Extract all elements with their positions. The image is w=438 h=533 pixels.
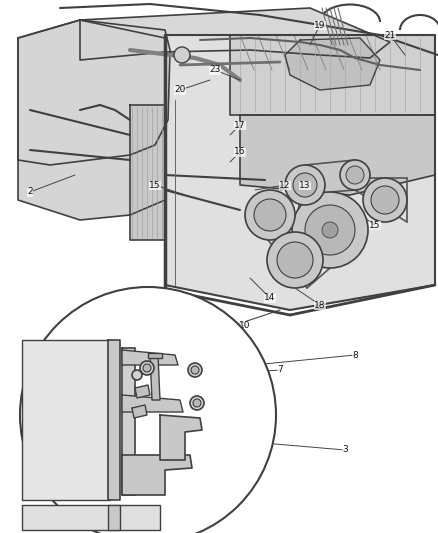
Text: 14: 14 — [264, 294, 276, 303]
Polygon shape — [135, 385, 150, 398]
Text: 3: 3 — [342, 446, 348, 455]
Polygon shape — [18, 20, 165, 220]
Circle shape — [254, 199, 286, 231]
Bar — [22, 505, 160, 530]
Circle shape — [305, 205, 355, 255]
Text: 7: 7 — [277, 366, 283, 375]
Text: 10: 10 — [239, 320, 251, 329]
Circle shape — [346, 166, 364, 184]
Polygon shape — [18, 20, 170, 165]
Circle shape — [322, 222, 338, 238]
Text: 21: 21 — [384, 30, 396, 39]
Text: 15: 15 — [369, 221, 381, 230]
Text: 17: 17 — [234, 120, 246, 130]
Text: 4: 4 — [212, 511, 218, 520]
Circle shape — [371, 186, 399, 214]
Polygon shape — [122, 455, 192, 495]
Circle shape — [245, 190, 295, 240]
Circle shape — [340, 160, 370, 190]
Polygon shape — [240, 115, 435, 195]
Bar — [22, 340, 110, 500]
Circle shape — [20, 287, 276, 533]
Text: 19: 19 — [314, 20, 326, 29]
Circle shape — [267, 232, 323, 288]
Text: 11: 11 — [209, 320, 221, 329]
Circle shape — [293, 173, 317, 197]
Circle shape — [140, 361, 154, 375]
Polygon shape — [132, 405, 147, 418]
Circle shape — [292, 192, 368, 268]
Text: 23: 23 — [209, 66, 221, 75]
Circle shape — [143, 364, 151, 372]
Circle shape — [132, 370, 142, 380]
Text: 12: 12 — [279, 181, 291, 190]
Polygon shape — [122, 395, 183, 412]
Circle shape — [174, 47, 190, 63]
Circle shape — [190, 396, 204, 410]
Text: 15: 15 — [149, 181, 161, 190]
Polygon shape — [165, 35, 435, 310]
Text: 2: 2 — [27, 188, 33, 197]
Text: 1: 1 — [218, 328, 224, 337]
Polygon shape — [160, 415, 202, 460]
Circle shape — [188, 363, 202, 377]
Polygon shape — [150, 355, 160, 400]
Polygon shape — [230, 35, 435, 115]
Circle shape — [193, 399, 201, 407]
Polygon shape — [285, 38, 380, 90]
Text: 6: 6 — [207, 410, 213, 419]
Circle shape — [285, 165, 325, 205]
Text: 9: 9 — [172, 320, 178, 329]
Polygon shape — [108, 340, 120, 500]
Polygon shape — [122, 348, 135, 495]
Circle shape — [191, 366, 199, 374]
Circle shape — [277, 242, 313, 278]
Text: 16: 16 — [234, 148, 246, 157]
Polygon shape — [148, 353, 162, 358]
Circle shape — [363, 178, 407, 222]
Text: 13: 13 — [299, 181, 311, 190]
Polygon shape — [80, 8, 390, 60]
Polygon shape — [122, 350, 178, 365]
Text: 1: 1 — [220, 326, 226, 335]
Text: 8: 8 — [352, 351, 358, 359]
Polygon shape — [130, 105, 165, 240]
Text: 18: 18 — [314, 301, 326, 310]
Text: 20: 20 — [174, 85, 186, 94]
Text: 5: 5 — [212, 385, 218, 394]
Polygon shape — [108, 505, 120, 530]
